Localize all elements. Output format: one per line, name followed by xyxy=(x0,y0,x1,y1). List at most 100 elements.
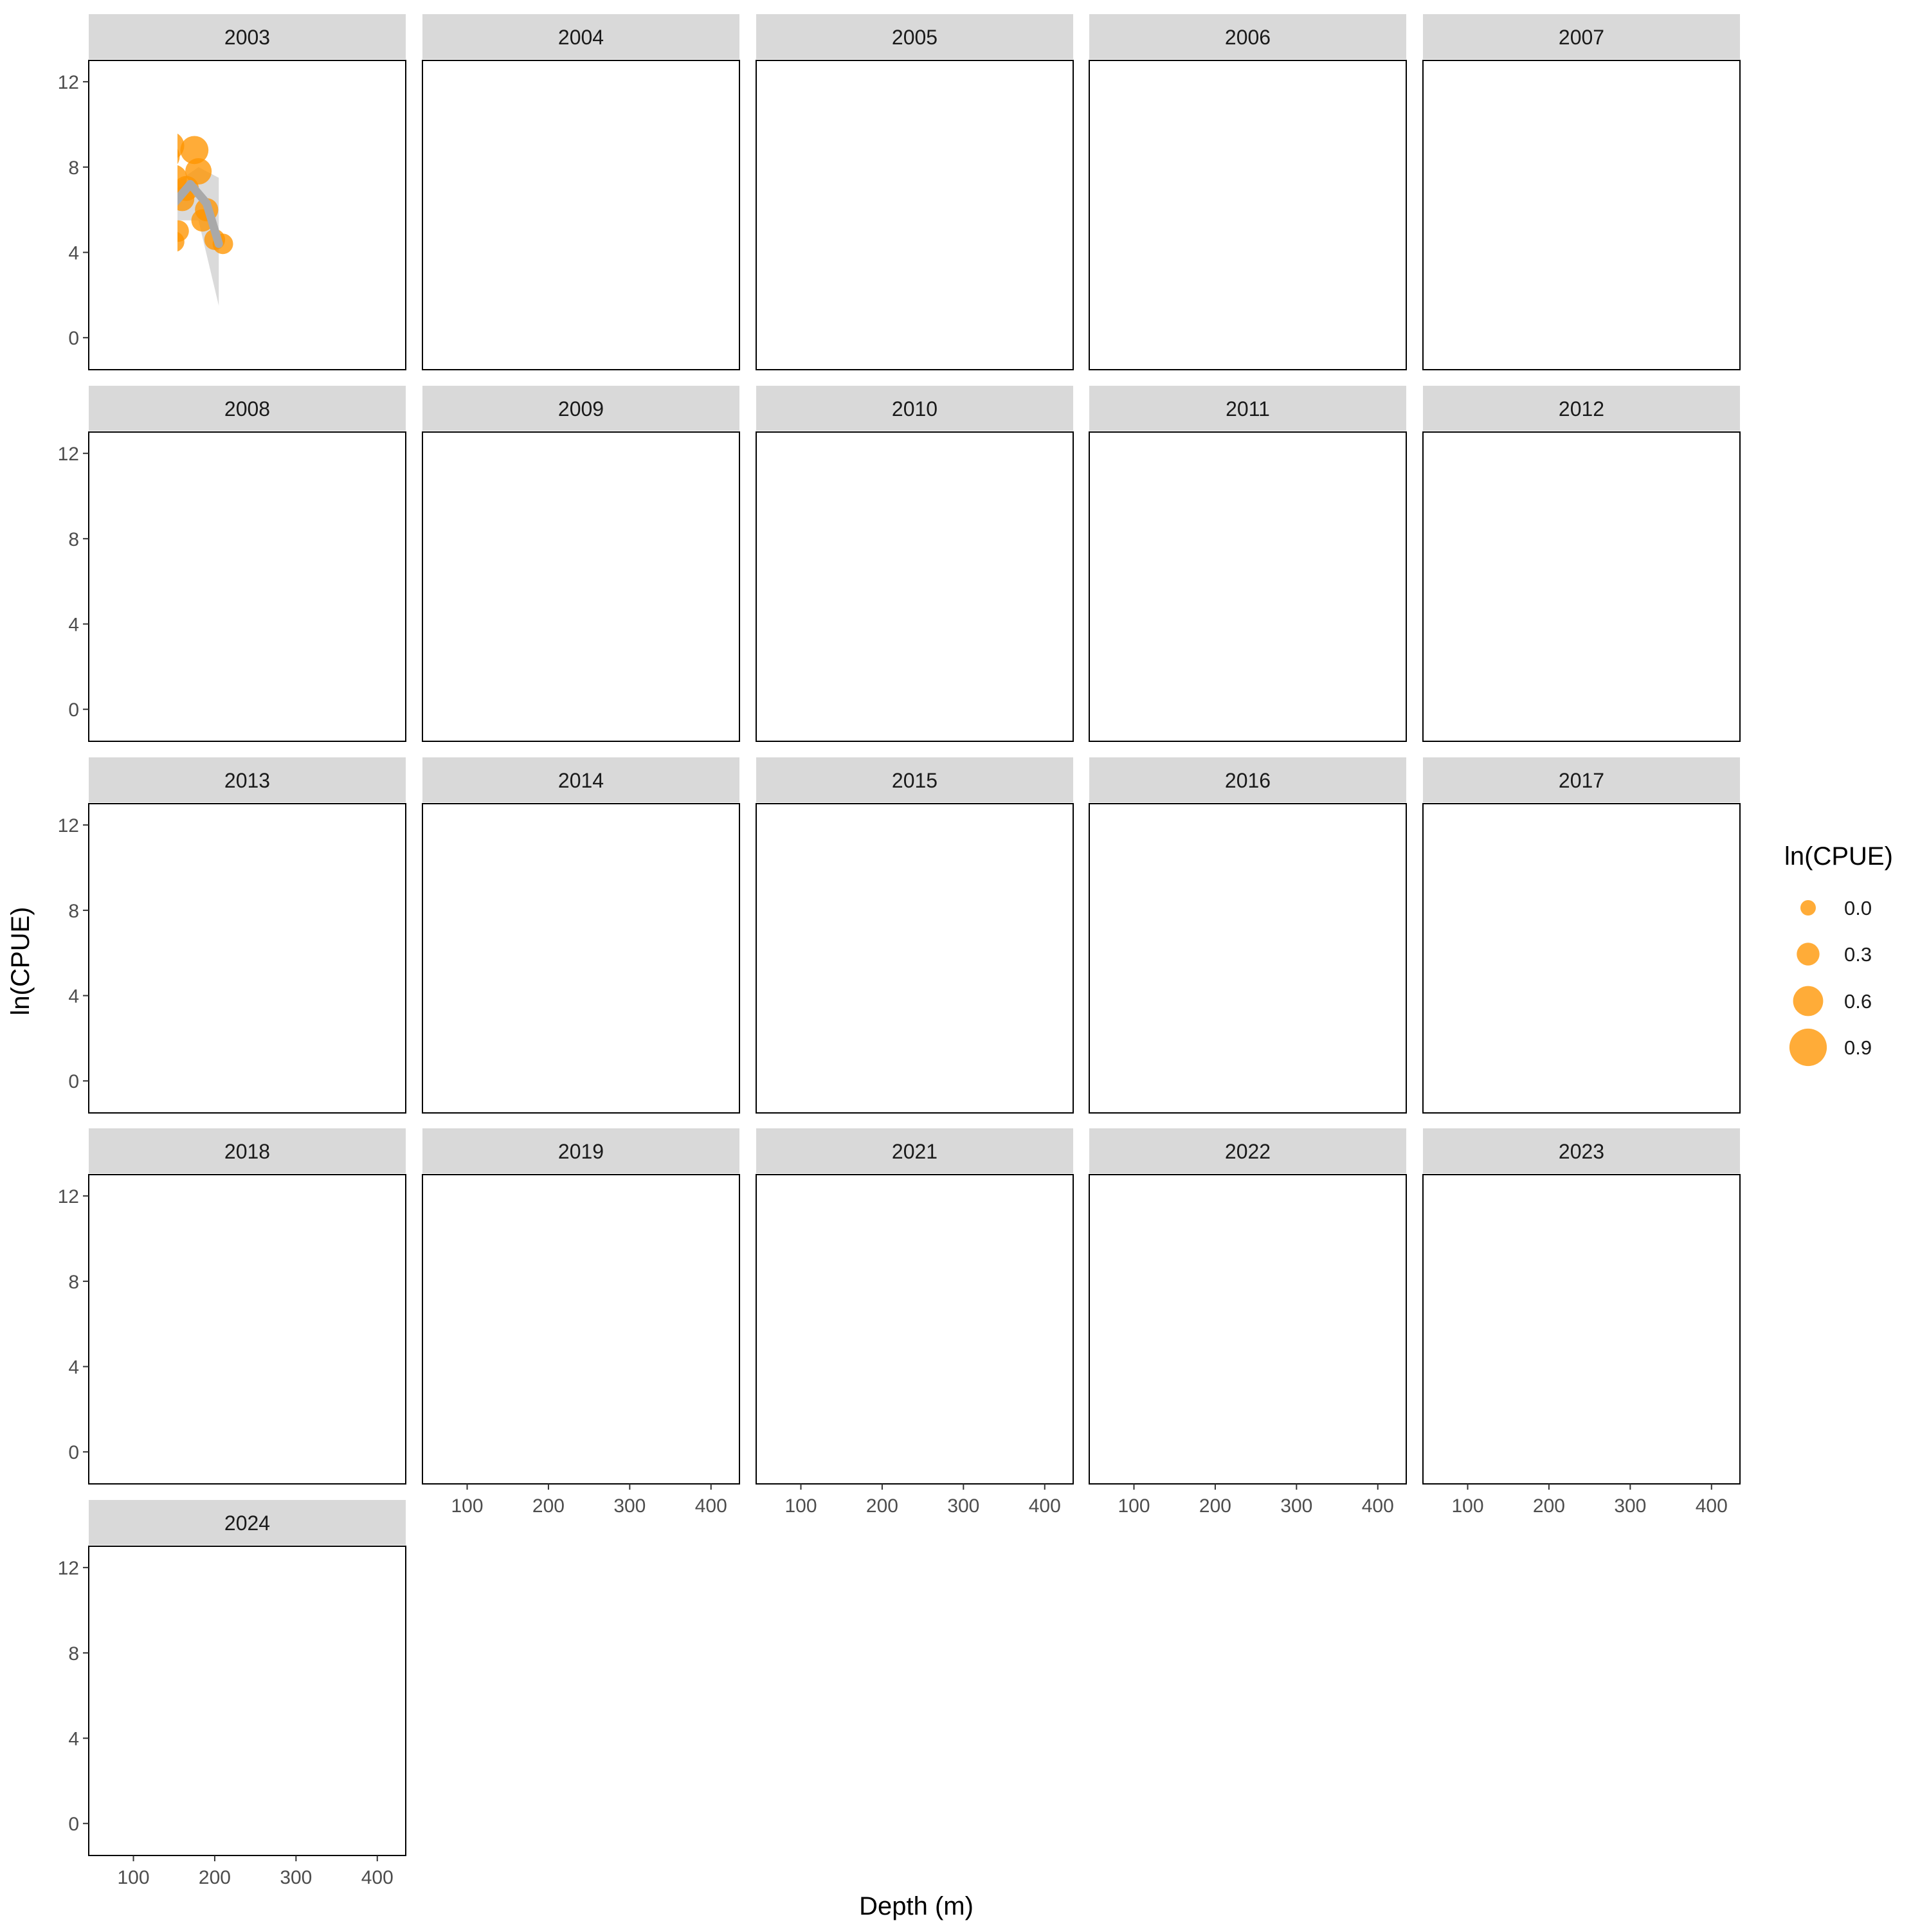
facet-strip xyxy=(1423,386,1740,431)
data-point xyxy=(111,1352,131,1372)
data-point xyxy=(196,1343,217,1364)
data-point xyxy=(1122,1312,1145,1335)
data-point xyxy=(781,930,805,955)
data-point xyxy=(464,221,486,242)
facet-strip xyxy=(1089,386,1406,431)
data-point xyxy=(808,536,834,562)
data-point xyxy=(1438,265,1456,283)
smooth-line xyxy=(772,171,902,260)
data-point xyxy=(114,964,136,986)
smooth-line xyxy=(109,1674,272,1732)
data-point xyxy=(145,541,171,566)
data-point xyxy=(1180,209,1202,231)
facet-strip-label: 2016 xyxy=(1225,769,1271,792)
data-point xyxy=(1380,1346,1400,1366)
data-point xyxy=(1107,1348,1128,1368)
facet-panel-2012: 2012 xyxy=(1422,386,1741,742)
legend-key-0.6 xyxy=(1793,986,1824,1016)
data-point xyxy=(439,923,463,948)
data-point xyxy=(1544,1290,1570,1315)
data-point xyxy=(851,964,873,986)
facet-strip-label: 2008 xyxy=(224,397,270,420)
data-point xyxy=(1527,152,1554,179)
data-point xyxy=(488,194,512,217)
y-tick-label: 0 xyxy=(68,1814,79,1835)
data-point xyxy=(828,154,855,181)
data-point xyxy=(513,592,535,614)
data-point xyxy=(1486,1343,1507,1364)
facet-panel-2023: 2023 100 200 300 400 xyxy=(1422,1128,1741,1517)
facet-strip xyxy=(89,1128,406,1173)
panel-plot-area xyxy=(109,133,233,306)
data-point xyxy=(1128,609,1148,629)
panel-plot-area xyxy=(433,463,616,677)
facet-panel-2018: 2018 0 4 8 12 xyxy=(58,1128,406,1485)
panel-border xyxy=(1089,803,1407,1114)
panel-border xyxy=(756,431,1074,742)
data-point xyxy=(1205,979,1226,1000)
data-point xyxy=(145,176,170,201)
data-point xyxy=(1220,568,1243,591)
data-point xyxy=(498,1268,525,1295)
data-point xyxy=(460,842,491,872)
data-point xyxy=(220,1706,242,1728)
data-point xyxy=(135,1241,164,1270)
facet-panel-2017: 2017 xyxy=(1422,757,1741,1114)
data-point xyxy=(1459,536,1485,562)
x-tick-label: 300 xyxy=(1280,1495,1312,1517)
x-tick-label: 100 xyxy=(117,1867,149,1888)
data-point xyxy=(473,1350,494,1371)
confidence-band xyxy=(772,923,907,988)
data-point xyxy=(1002,1343,1022,1364)
data-point xyxy=(491,1290,516,1315)
data-point xyxy=(468,209,491,231)
data-point xyxy=(109,271,126,289)
data-point xyxy=(1160,857,1190,887)
panel-border xyxy=(88,803,406,1114)
data-point xyxy=(1547,977,1568,997)
data-point xyxy=(1126,830,1158,862)
panel-plot-area xyxy=(85,463,221,662)
data-point xyxy=(788,543,813,568)
data-point xyxy=(1432,955,1454,977)
y-tick-label: 12 xyxy=(58,815,79,836)
data-point xyxy=(1147,842,1178,872)
data-point xyxy=(172,1257,200,1285)
data-point xyxy=(763,242,783,262)
data-point xyxy=(464,463,495,494)
panel-border xyxy=(422,1174,740,1485)
data-point xyxy=(850,565,874,589)
x-tick-label: 100 xyxy=(1118,1495,1150,1517)
data-point xyxy=(104,1739,122,1758)
data-point xyxy=(1200,952,1222,975)
panel-plot-area xyxy=(442,1175,616,1399)
data-point xyxy=(433,609,453,629)
data-point xyxy=(1500,919,1525,944)
data-point xyxy=(116,1739,134,1758)
confidence-band xyxy=(772,518,996,699)
legend-label: 0.6 xyxy=(1844,990,1872,1013)
data-point xyxy=(516,565,540,589)
panel-border xyxy=(88,431,406,742)
data-point xyxy=(1466,140,1494,168)
data-point xyxy=(1453,129,1482,158)
data-point xyxy=(1489,1306,1512,1330)
data-point xyxy=(1188,1335,1210,1357)
data-point xyxy=(489,608,510,628)
data-point xyxy=(1449,221,1471,242)
data-point xyxy=(480,853,511,883)
data-point xyxy=(147,1717,168,1738)
data-point xyxy=(1144,1234,1173,1264)
data-point xyxy=(1490,143,1518,170)
data-point xyxy=(442,1375,460,1393)
data-point xyxy=(1151,463,1182,494)
confidence-band xyxy=(97,490,207,663)
data-point xyxy=(125,1290,150,1315)
panel-border xyxy=(1422,803,1741,1114)
smooth-line xyxy=(772,940,907,961)
data-point xyxy=(1557,169,1582,195)
data-point xyxy=(1477,592,1499,614)
data-point xyxy=(1454,1366,1473,1385)
facet-panel-2010: 2010 xyxy=(756,386,1074,742)
data-point xyxy=(1119,116,1148,145)
